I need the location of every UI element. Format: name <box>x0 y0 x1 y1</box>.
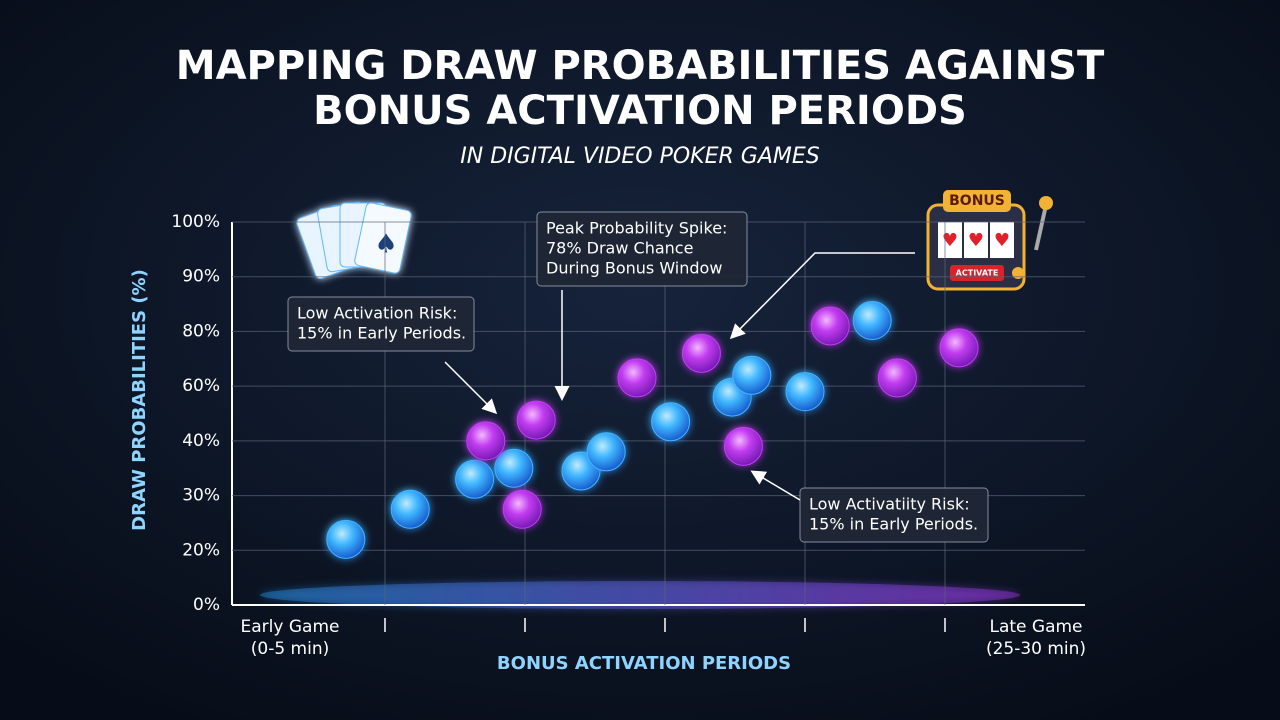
y-axis-label: DRAW PROBABILITIES (%) <box>129 269 150 531</box>
annotation-box <box>536 211 748 287</box>
x-end-label: (25-30 min) <box>986 639 1086 659</box>
slot-machine-icon: BONUS ♥ ♥ ♥ ACTIVATE <box>926 190 1053 291</box>
y-tick-label: 90% <box>182 267 220 287</box>
annotation-text: During Bonus Window <box>546 259 722 278</box>
y-tick-label: 100% <box>171 212 220 232</box>
bubble <box>586 432 626 472</box>
y-tick-label: 20% <box>182 540 220 560</box>
floor-glow <box>260 581 1020 609</box>
chart-title: BONUS ACTIVATION PERIODS <box>313 88 967 134</box>
bubble <box>651 402 691 442</box>
bubble <box>502 489 542 529</box>
x-end-label: Late Game <box>989 617 1082 637</box>
chart-subtitle: IN DIGITAL VIDEO POKER GAMES <box>460 144 819 169</box>
bubble <box>516 400 556 440</box>
slot-button-label: ACTIVATE <box>956 269 999 278</box>
bubble <box>785 372 825 412</box>
bubble <box>455 459 495 499</box>
bubble <box>494 448 534 488</box>
annotation-text: Low Activatiity Risk: <box>809 495 970 514</box>
annotation-text: Low Activation Risk: <box>297 304 457 323</box>
svg-text:♠: ♠ <box>374 230 397 260</box>
cards-icon: ♠ <box>296 201 412 280</box>
svg-text:♥: ♥ <box>942 230 958 251</box>
chart-title: MAPPING DRAW PROBABILITIES AGAINST <box>176 43 1105 89</box>
bubble <box>723 426 763 466</box>
svg-text:♥: ♥ <box>994 230 1010 251</box>
annotation-text: Peak Probability Spike: <box>546 219 727 238</box>
bubble <box>326 519 366 559</box>
annotation-text: 15% in Early Periods. <box>297 324 466 343</box>
annotation-arrows <box>444 252 915 501</box>
annotation-box <box>799 487 989 543</box>
y-tick-label: 40% <box>182 431 220 451</box>
annotation-text: 15% in Early Periods. <box>809 515 978 534</box>
bubble <box>732 355 772 395</box>
y-tick-label: 80% <box>182 321 220 341</box>
x-start-label: (0-5 min) <box>251 639 330 659</box>
bubble <box>877 358 917 398</box>
svg-text:♥: ♥ <box>968 230 984 251</box>
annotation-box <box>287 296 475 352</box>
annotation-text: 78% Draw Chance <box>546 239 693 258</box>
y-tick-label: 30% <box>182 486 220 506</box>
x-axis-label: BONUS ACTIVATION PERIODS <box>497 653 791 674</box>
bubble <box>390 489 430 529</box>
bubble <box>939 328 979 368</box>
y-tick-label: 60% <box>182 376 220 396</box>
bubble <box>617 358 657 398</box>
bubble <box>681 333 721 373</box>
bubble <box>852 300 892 340</box>
y-tick-label: 0% <box>193 595 220 615</box>
x-start-label: Early Game <box>241 617 340 637</box>
slot-top-label: BONUS <box>949 193 1005 209</box>
bubble <box>810 306 850 346</box>
bubble <box>466 421 506 461</box>
